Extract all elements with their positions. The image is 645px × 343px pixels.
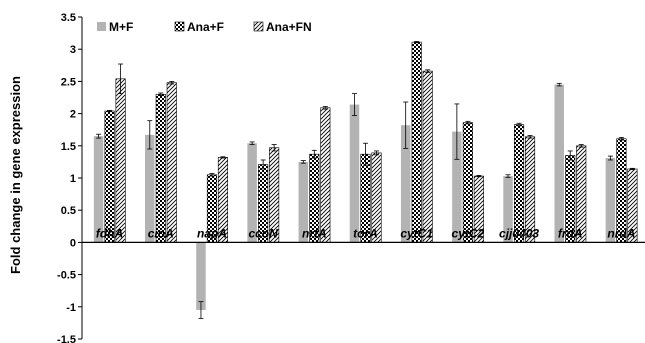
legend-swatch — [174, 21, 185, 32]
category-label: cioA — [148, 226, 174, 240]
bar-ana-f-cytc2 — [462, 122, 473, 243]
bar-m-f-cjj0403 — [503, 176, 513, 243]
category-label: torA — [353, 226, 378, 240]
category-label: ccoN — [248, 226, 278, 240]
y-tick-label: 3 — [70, 44, 76, 56]
bar-m-f-cytc1 — [400, 125, 411, 243]
bar-m-f-fdha — [93, 136, 104, 243]
bar-m-f-napa — [196, 242, 206, 311]
legend-label: Ana+F — [187, 20, 224, 34]
bar-m-f-nrfa — [298, 161, 309, 243]
category-label: cjj0403 — [499, 226, 539, 240]
y-tick-label: -0.5 — [57, 270, 76, 282]
y-tick-label: -1.5 — [57, 334, 76, 343]
category-label: frdA — [558, 226, 583, 240]
legend-swatch — [253, 21, 264, 32]
y-tick-label: -1 — [66, 302, 76, 314]
bar-ana-fn-cioa — [166, 82, 177, 243]
bar-m-f-ccon — [247, 143, 257, 243]
bar-ana-f-cioa — [155, 93, 166, 243]
category-label: nrdA — [607, 226, 635, 240]
bars — [93, 41, 638, 311]
y-tick-label: 0.5 — [61, 205, 76, 217]
bar-ana-fn-fdha — [115, 78, 126, 243]
bar-ana-fn-cytc1 — [422, 70, 433, 243]
bar-ana-fn-nrfa — [320, 107, 331, 243]
category-label: fdhA — [96, 226, 123, 240]
bar-m-f-nrda — [605, 158, 616, 243]
category-label: cytC1 — [400, 226, 433, 240]
y-tick-label: 2 — [70, 109, 76, 121]
error-bars — [96, 41, 635, 319]
y-tick-label: 3.5 — [61, 12, 76, 24]
bar-ana-f-fdha — [104, 110, 115, 243]
bar-ana-f-cytc1 — [411, 41, 422, 243]
bar-m-f-cioa — [145, 134, 155, 243]
legend-swatch — [97, 22, 106, 31]
legend: M+F Ana+F Ana+FN — [97, 20, 312, 34]
y-axis-ticks: 3.5 3 2.5 2 1.5 1 0.5 0 -0.5 -1 -1.5 — [57, 12, 82, 343]
y-axis-title: Fold change in gene expression — [8, 76, 23, 274]
category-labels: fdhA cioA napA ccoN nrfA torA cytC1 cytC2 cjj040… — [96, 226, 635, 240]
axes — [81, 17, 645, 339]
y-tick-label: 1 — [70, 173, 76, 185]
bar-ana-f-cjj0403 — [513, 124, 525, 243]
legend-label: Ana+FN — [266, 20, 312, 34]
y-tick-label: 0 — [70, 237, 76, 249]
y-tick-label: 2.5 — [61, 76, 76, 88]
legend-label: M+F — [109, 20, 133, 34]
y-tick-label: 1.5 — [61, 141, 76, 153]
bar-m-f-tora — [349, 104, 360, 243]
bar-m-f-cytc2 — [452, 131, 462, 243]
category-label: nrfA — [302, 226, 327, 240]
bar-m-f-frda — [554, 84, 564, 243]
category-label: cytC2 — [452, 226, 485, 240]
category-label: napA — [197, 226, 227, 240]
